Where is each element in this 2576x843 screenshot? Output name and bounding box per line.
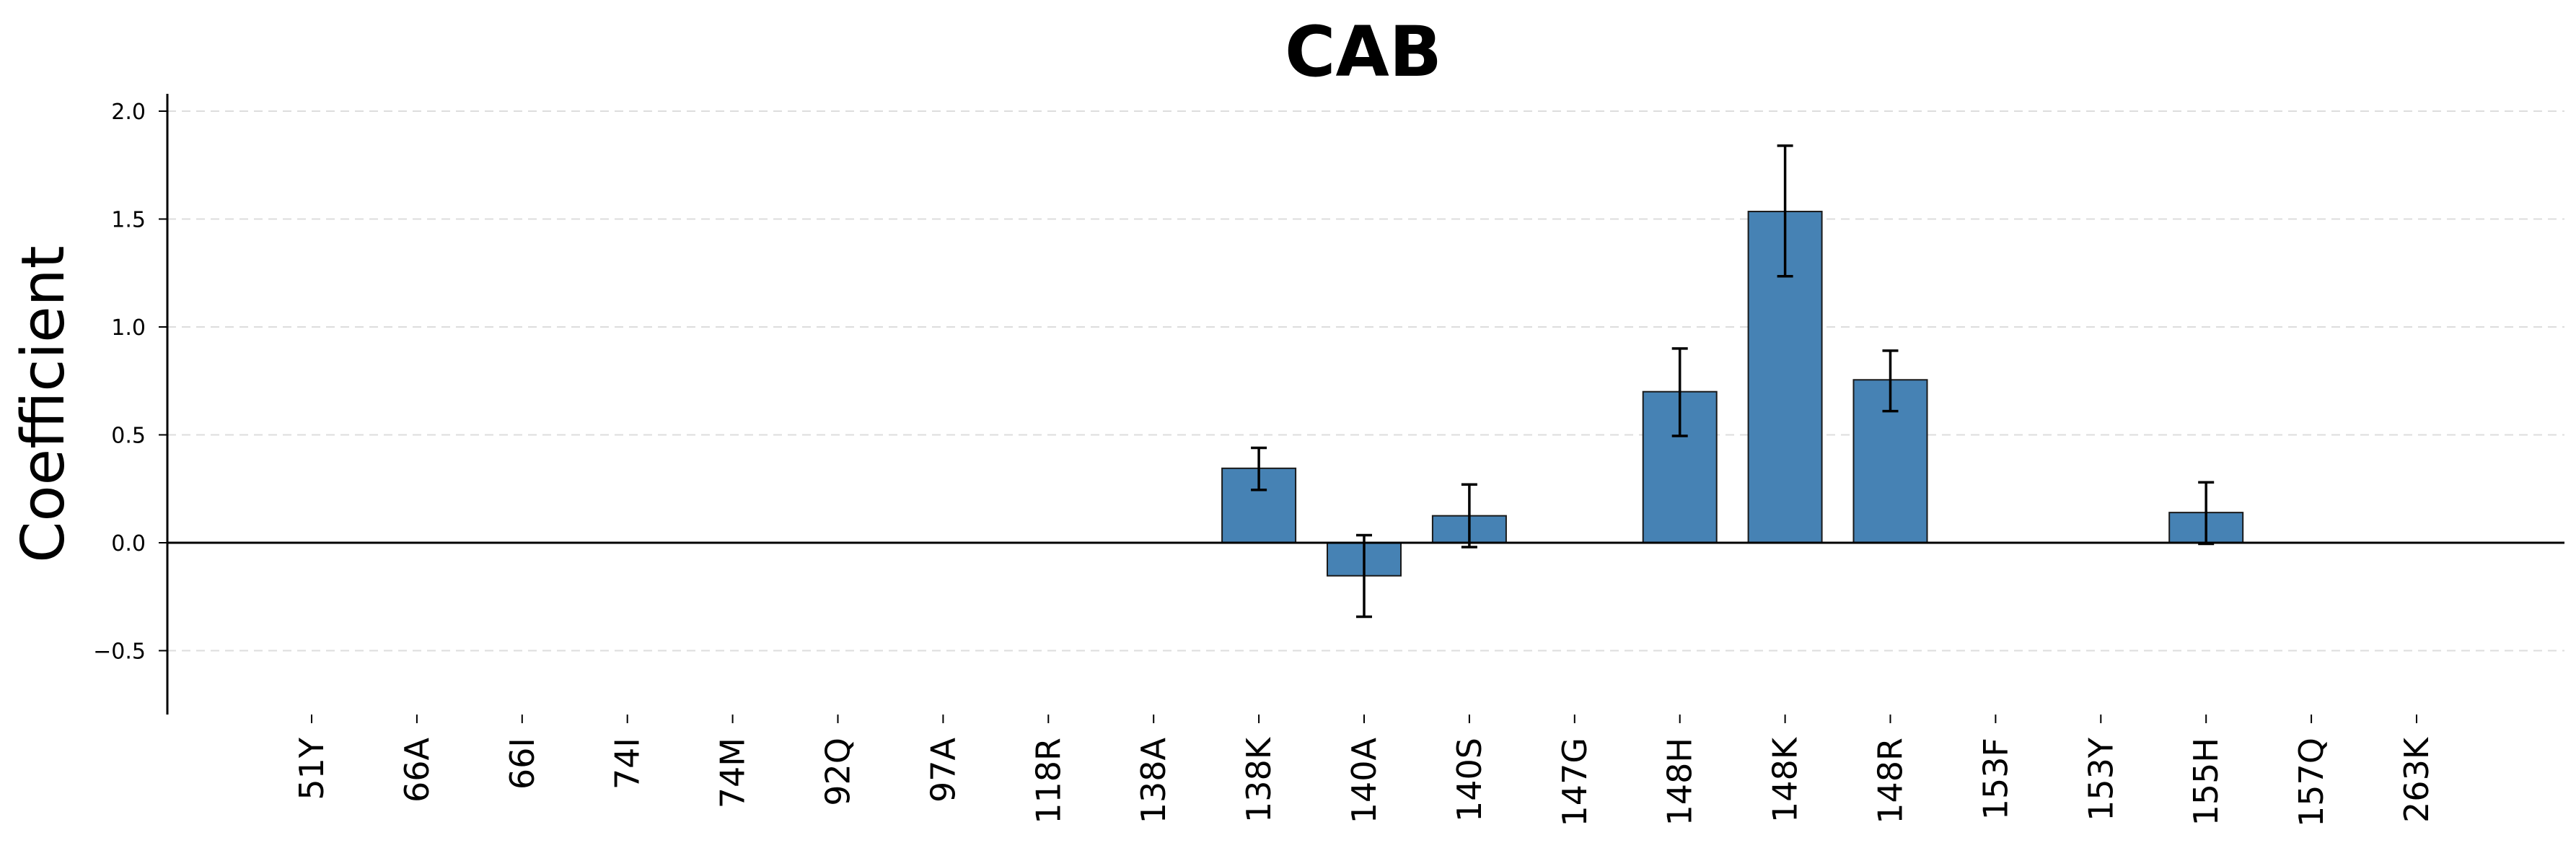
y-tick-label: 1.0 <box>111 315 146 341</box>
x-tick-label: 138A <box>1134 737 1173 824</box>
x-tick-label: 153Y <box>2081 737 2120 821</box>
chart-title: CAB <box>1285 12 1442 92</box>
y-tick-label: 0.5 <box>111 424 146 449</box>
x-tick-label: 155H <box>2186 738 2225 826</box>
x-tick-label: 97A <box>923 737 962 803</box>
x-tick-label: 148H <box>1661 738 1700 826</box>
y-tick-label: 0.0 <box>111 531 146 556</box>
x-tick-label: 66I <box>503 738 542 790</box>
x-tick-label: 153F <box>1976 738 2015 820</box>
x-tick-label: 74M <box>713 738 752 808</box>
axes <box>166 94 2564 715</box>
x-tick-label: 66A <box>397 737 436 803</box>
bars <box>303 144 2425 619</box>
x-ticks: 51Y 66A 66I 74I 74M 92Q 97A 118R 138A 138K 140A 140… <box>292 715 2436 827</box>
x-tick-label: 140S <box>1450 738 1489 822</box>
x-tick-label: 148K <box>1766 736 1805 823</box>
x-tick-label: 157Q <box>2292 738 2331 827</box>
y-tick-label: 1.5 <box>111 208 146 233</box>
y-ticks: −0.5 0.0 0.5 1.0 1.5 2.0 <box>93 100 167 665</box>
x-tick-label: 51Y <box>292 737 331 800</box>
x-tick-label: 92Q <box>819 738 858 806</box>
x-tick-label: 138K <box>1239 736 1278 823</box>
x-tick-label: 147G <box>1555 738 1594 826</box>
x-tick-label: 74I <box>608 738 647 790</box>
x-tick-label: 140A <box>1345 737 1384 824</box>
y-tick-label: 2.0 <box>111 100 146 125</box>
x-tick-label: 263K <box>2397 736 2436 823</box>
x-tick-label: 118R <box>1029 738 1068 824</box>
grid-lines <box>167 110 2564 652</box>
x-tick-label: 148R <box>1871 738 1910 824</box>
y-tick-label: −0.5 <box>93 639 146 665</box>
y-axis-label: Coefficient <box>9 245 78 563</box>
